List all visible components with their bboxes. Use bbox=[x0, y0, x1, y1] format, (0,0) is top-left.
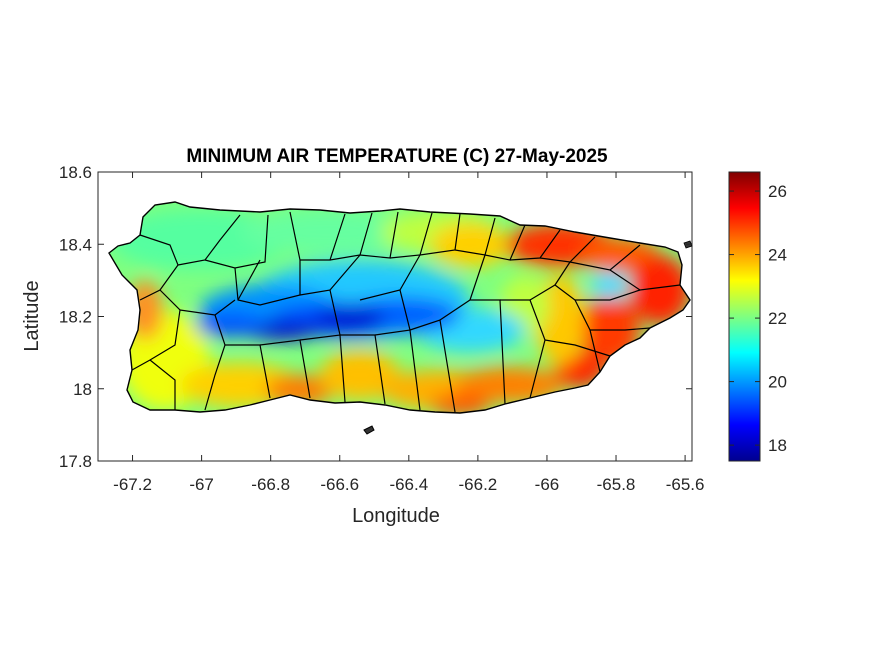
x-tick-label: -66 bbox=[535, 475, 560, 494]
x-tick-label: -65.6 bbox=[666, 475, 705, 494]
temperature-field bbox=[109, 202, 690, 413]
y-tick-label: 18.2 bbox=[59, 308, 92, 327]
y-axis: 18.6 18.4 18.2 18 17.8 bbox=[59, 163, 692, 471]
x-tick-label: -66.6 bbox=[320, 475, 359, 494]
colorbar-tick-label: 22 bbox=[768, 309, 787, 328]
x-tick-label: -67 bbox=[189, 475, 214, 494]
colorbar-tick-label: 20 bbox=[768, 373, 787, 392]
coastline bbox=[108, 201, 691, 414]
y-tick-label: 18.6 bbox=[59, 163, 92, 182]
chart-title: MINIMUM AIR TEMPERATURE (C) 27-May-2025 bbox=[186, 146, 608, 167]
x-tick-label: -66.2 bbox=[459, 475, 498, 494]
x-tick-label: -67.2 bbox=[113, 475, 152, 494]
colorbar bbox=[728, 171, 761, 462]
offshore-island bbox=[363, 425, 375, 435]
y-tick-label: 18.4 bbox=[59, 235, 92, 254]
municipality-boundaries bbox=[131, 211, 681, 413]
x-axis: -67.2 -67 -66.8 -66.6 -66.4 -66.2 -66 -65.8 -65.… bbox=[113, 172, 704, 494]
x-tick-label: -66.8 bbox=[251, 475, 290, 494]
y-axis-title: Latitude bbox=[21, 280, 43, 351]
colorbar-tick-label: 18 bbox=[768, 436, 787, 455]
x-axis-title: Longitude bbox=[352, 505, 440, 527]
colorbar-tick-label: 26 bbox=[768, 182, 787, 201]
y-tick-label: 17.8 bbox=[59, 452, 92, 471]
colorbar-ticks: 18 20 22 24 26 bbox=[729, 182, 787, 455]
x-tick-label: -65.8 bbox=[597, 475, 636, 494]
y-tick-label: 18 bbox=[73, 380, 92, 399]
x-tick-label: -66.4 bbox=[389, 475, 428, 494]
colorbar-tick-label: 24 bbox=[768, 246, 787, 265]
